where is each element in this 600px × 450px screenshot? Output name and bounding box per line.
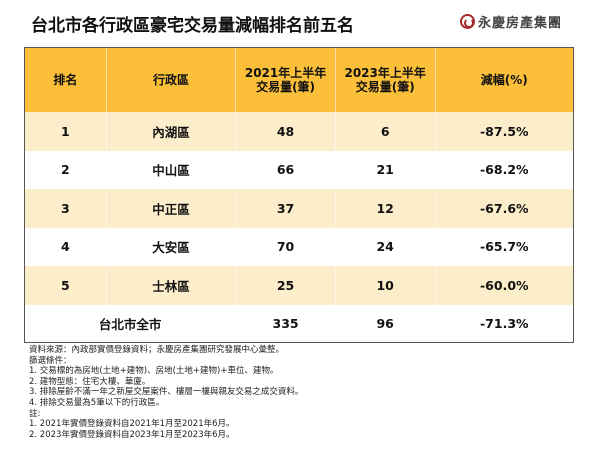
rank-cell: 4 [25, 227, 107, 266]
rank-cell: 2 [25, 150, 107, 189]
change-cell: -68.2% [479, 162, 529, 178]
remark-item: 1. 2021年實價登錄資料自2021年1月至2021年6月。 [29, 419, 235, 430]
source-note: 資料來源：內政部實價登錄資料；永慶房產集團研究發展中心彙整。 [29, 345, 285, 355]
table-row: 5 士林區 25 10 -60.0% [25, 266, 573, 305]
district-cell: 中山區 [107, 150, 237, 189]
ranking-table: 排名 行政區 2021年上半年 交易量(筆) 2023年上半年 交易量(筆) 減… [24, 47, 574, 343]
header-volume-2021: 2021年上半年 交易量(筆) [236, 48, 336, 112]
volume-2021-cell: 25 [236, 266, 336, 305]
volume-2023-cell: 24 [336, 227, 436, 266]
total-volume-2021-cell: 335 [236, 304, 336, 342]
volume-2023-cell: 21 [336, 150, 436, 189]
district-cell: 內湖區 [107, 112, 237, 151]
table-row: 2 中山區 66 21 -68.2% [25, 150, 573, 189]
rank-cell: 1 [25, 112, 107, 151]
remark-heading: 註: [29, 408, 41, 419]
rank-cell: 3 [25, 189, 107, 228]
volume-2021-cell: 66 [236, 150, 336, 189]
table-total-row: 台北市全市 335 96 -71.3% [25, 304, 573, 342]
header-district: 行政區 [107, 48, 237, 112]
change-cell: -65.7% [479, 239, 529, 255]
filter-item: 1. 交易標的為房地(土地+建物)、房地(土地+建物)+車位、建物。 [29, 366, 279, 377]
district-cell: 大安區 [107, 227, 237, 266]
footnotes: 資料來源：內政部實價登錄資料；永慶房產集團研究發展中心彙整。 篩選條件： 1. … [29, 345, 303, 440]
table-row: 1 內湖區 48 6 -87.5% [25, 112, 573, 151]
total-change-cell: -71.3% [479, 315, 529, 331]
company-logo-icon [460, 14, 475, 29]
volume-2023-cell: 10 [336, 266, 436, 305]
change-cell: -67.6% [479, 200, 529, 216]
table-row: 3 中正區 37 12 -67.6% [25, 189, 573, 228]
brand-logo: 永慶房產集團 [460, 12, 562, 31]
header-rank: 排名 [25, 48, 107, 112]
district-cell: 中正區 [107, 189, 237, 228]
total-label-cell: 台北市全市 [25, 304, 237, 342]
header-volume-2023: 2023年上半年 交易量(筆) [336, 48, 436, 112]
filter-item: 4. 排除交易量為5筆以下的行政區。 [29, 397, 165, 408]
remark-item: 2. 2023年實價登錄資料自2023年1月至2023年6月。 [29, 429, 235, 440]
filter-heading: 篩選條件： [29, 355, 72, 366]
table-row: 4 大安區 70 24 -65.7% [25, 227, 573, 266]
district-cell: 士林區 [107, 266, 237, 305]
volume-2023-cell: 12 [336, 189, 436, 228]
header-change: 減幅(%) [480, 73, 528, 87]
change-cell: -87.5% [479, 123, 529, 139]
table-header-row: 排名 行政區 2021年上半年 交易量(筆) 2023年上半年 交易量(筆) 減… [25, 48, 573, 112]
volume-2021-cell: 37 [236, 189, 336, 228]
brand-name: 永慶房產集團 [478, 16, 563, 31]
filter-item: 2. 建物型態：住宅大樓、華廈。 [29, 376, 151, 387]
change-cell: -60.0% [479, 277, 529, 293]
volume-2021-cell: 48 [236, 112, 336, 151]
volume-2021-cell: 70 [236, 227, 336, 266]
rank-cell: 5 [25, 266, 107, 305]
page-title: 台北市各行政區豪宅交易量減幅排名前五名 [31, 16, 354, 36]
volume-2023-cell: 6 [336, 112, 436, 151]
total-volume-2023-cell: 96 [336, 304, 436, 342]
filter-item: 3. 排除屋齡不滿一年之新屋交屋案件、樓層一樓與親友交易之成交資料。 [29, 387, 304, 398]
